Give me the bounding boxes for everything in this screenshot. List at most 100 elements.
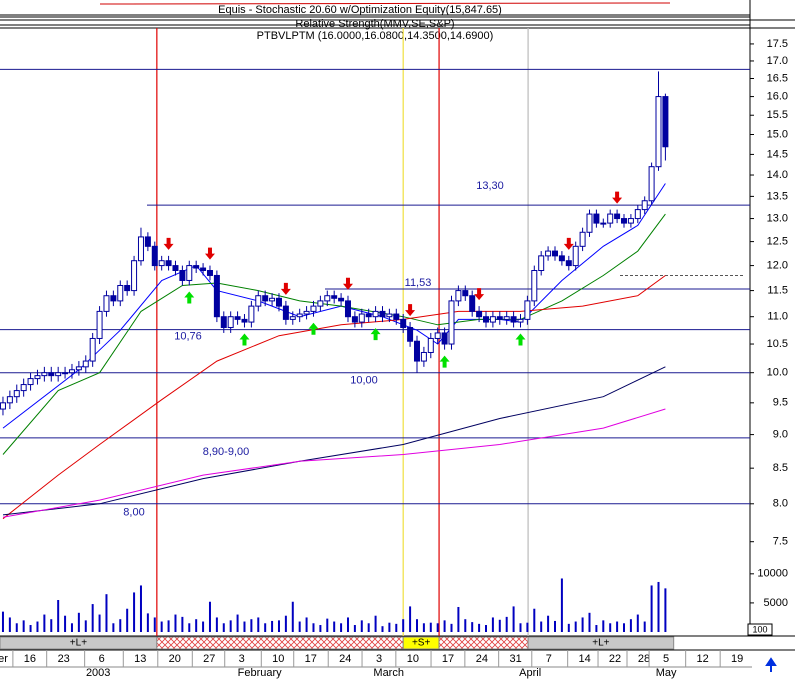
signal-band [438,636,529,650]
buy-arrow [308,322,319,335]
month-label: March [373,667,404,679]
candle-body [441,332,448,345]
candle-body [193,265,200,269]
candle-body [662,96,669,148]
candle-body [206,270,213,276]
candle-body [344,300,351,318]
y-tick-label: 16.0 [767,90,788,102]
y-tick-label: 11.5 [767,284,788,296]
candle-body [200,267,207,272]
y-tick-label: 10000 [757,568,788,580]
x-tick-label: 24 [476,653,488,665]
candle-body [586,213,593,233]
candle-body [213,274,220,318]
candle-body [324,295,331,302]
y-tick-label: 14.0 [767,169,788,181]
sell-arrow [204,247,215,260]
candle-body [489,316,496,323]
buy-arrow [184,291,195,304]
candle-body [296,313,303,318]
candle-body [579,231,586,247]
candle-body [34,375,41,380]
candle-body [496,316,503,320]
sell-arrow [342,277,353,290]
month-label: April [519,667,541,679]
candle-body [627,218,634,224]
scroll-arrow[interactable] [765,657,777,672]
average-line [2,366,666,516]
candle-body [358,313,365,323]
candle-body [386,313,393,318]
candle-body [131,260,138,292]
candle-body [434,332,441,339]
candle-body [565,260,572,267]
candle-body [13,390,20,398]
candle-body [220,316,227,328]
x-tick-label: 28 [638,653,650,665]
x-tick-label: 22 [609,653,621,665]
candle-body [538,255,545,272]
buy-arrow [439,355,450,368]
candle-body [158,260,165,267]
candle-body [503,316,510,320]
candle-body [545,250,552,257]
level-label: 11,53 [405,277,432,289]
y-tick-label: 10.5 [767,338,788,350]
candle-body [241,318,248,323]
candle-body [172,265,179,272]
candle-body [655,96,662,168]
scale-box [747,623,773,636]
candle-body [179,270,186,281]
candle-body [593,213,600,224]
y-tick-label: 16.5 [767,72,788,84]
signal-band [156,636,404,650]
band-label: +L+ [70,638,87,649]
y-tick-label: 17.0 [767,55,788,67]
candle-body [338,297,345,302]
candle-body [75,366,82,371]
candle-body [165,260,172,267]
candle-body [462,290,469,297]
level-label: 8,90-9,00 [203,446,249,458]
month-label: February [238,667,283,679]
candle-body [607,213,614,224]
candle-body [531,270,538,302]
level-label: 8,00 [123,507,144,519]
candle-body [476,310,483,318]
candle-body [124,285,131,292]
y-tick-label: 9.5 [773,397,788,409]
candle-body [48,372,55,377]
y-tick-label: 15.5 [767,109,788,121]
candle-body [82,360,89,368]
sell-arrow [405,304,416,317]
x-tick-label: 6 [99,653,105,665]
candle-body [517,318,524,323]
x-tick-label: 19 [731,653,743,665]
candle-body [27,378,34,386]
x-tick-label: 3 [239,653,245,665]
month-label: May [656,667,677,679]
candle-body [510,316,517,323]
candle-body [634,209,641,220]
indicator-title: Equis - Stochastic 20.60 w/Optimization … [218,4,502,16]
x-tick-label: 10 [272,653,284,665]
indicator-title: PTBVLPTM (16.0000,16.0800,14.3500,14.690… [257,30,494,42]
candle-body [255,295,262,307]
candle-body [400,318,407,328]
x-tick-label: 14 [579,653,591,665]
y-tick-label: 13.0 [767,212,788,224]
average-line [2,275,666,520]
candle-body [420,351,427,362]
y-tick-label: 10.0 [767,367,788,379]
level-label: 13,30 [476,180,504,192]
candle-body [227,316,234,328]
y-tick-label: 7.5 [773,536,788,548]
candle-body [524,300,531,320]
candle-body [317,300,324,307]
candle-body [455,290,462,302]
candle-body [331,295,338,299]
candle-body [234,316,241,320]
candle-body [20,384,27,392]
